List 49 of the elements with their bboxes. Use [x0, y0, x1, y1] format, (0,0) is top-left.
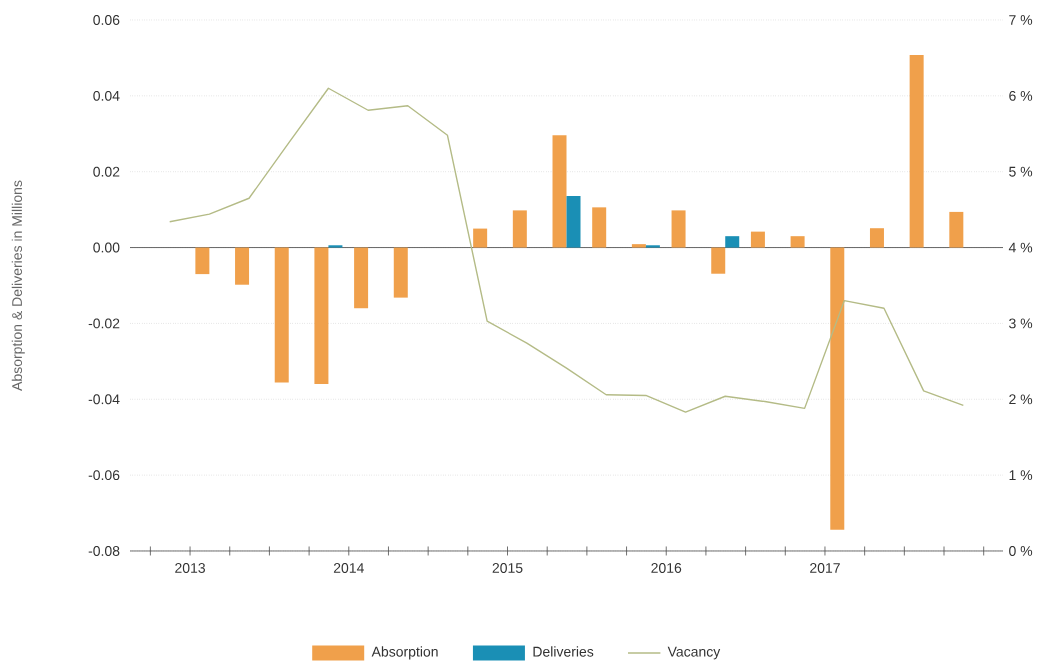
legend-label: Absorption [371, 646, 438, 660]
y-tick-label: 0.04 [93, 90, 120, 101]
y2-tick-label: 5 % [1009, 166, 1033, 177]
bar [473, 228, 488, 248]
bar [645, 245, 660, 248]
y-tick-label: -0.04 [88, 394, 120, 405]
bar [274, 247, 289, 383]
bar [552, 135, 567, 248]
bar [711, 247, 726, 274]
bar [631, 244, 646, 248]
bar [235, 247, 250, 285]
y-tick-label: -0.02 [88, 318, 120, 329]
bar [566, 195, 581, 248]
x-tick-label: 2013 [175, 563, 206, 573]
y2-tick-label: 4 % [1008, 242, 1033, 253]
y2-tick-label: 3 % [1009, 318, 1033, 329]
legend-label: Vacancy [667, 646, 721, 660]
bar [195, 247, 210, 275]
bar [512, 210, 527, 248]
bar [592, 207, 607, 248]
y2-tick-label: 6 % [1009, 90, 1033, 101]
line-series [168, 87, 965, 413]
x-tick-label: 2016 [651, 563, 682, 573]
y2-tick-label: 7 % [1009, 15, 1033, 25]
bar [328, 245, 343, 248]
bar [725, 236, 740, 248]
bar [393, 247, 408, 298]
bar [750, 231, 765, 248]
y-axis-title: Absorption & Deliveries in Millions [11, 180, 25, 391]
y-tick-label: 0.06 [93, 15, 120, 25]
bar [909, 54, 924, 248]
y-tick-label: -0.08 [88, 546, 120, 556]
legend-label: Deliveries [533, 646, 594, 657]
y-tick-label: 0.00 [93, 242, 120, 253]
bar [314, 247, 329, 385]
bar [949, 211, 964, 248]
bar [869, 228, 884, 248]
bar [354, 247, 369, 309]
x-tick-label: 2015 [492, 563, 523, 573]
x-tick-label: 2014 [333, 563, 364, 573]
bar [671, 210, 686, 248]
bar [790, 236, 805, 248]
y2-tick-label: 2 % [1009, 394, 1033, 405]
y-tick-label: 0.02 [93, 166, 120, 177]
bar [830, 247, 845, 530]
x-tick-label: 2017 [810, 563, 840, 573]
y2-tick-label: 0 % [1009, 546, 1033, 556]
y2-tick-label: 1 % [1009, 470, 1033, 481]
y-tick-label: -0.06 [88, 470, 120, 481]
